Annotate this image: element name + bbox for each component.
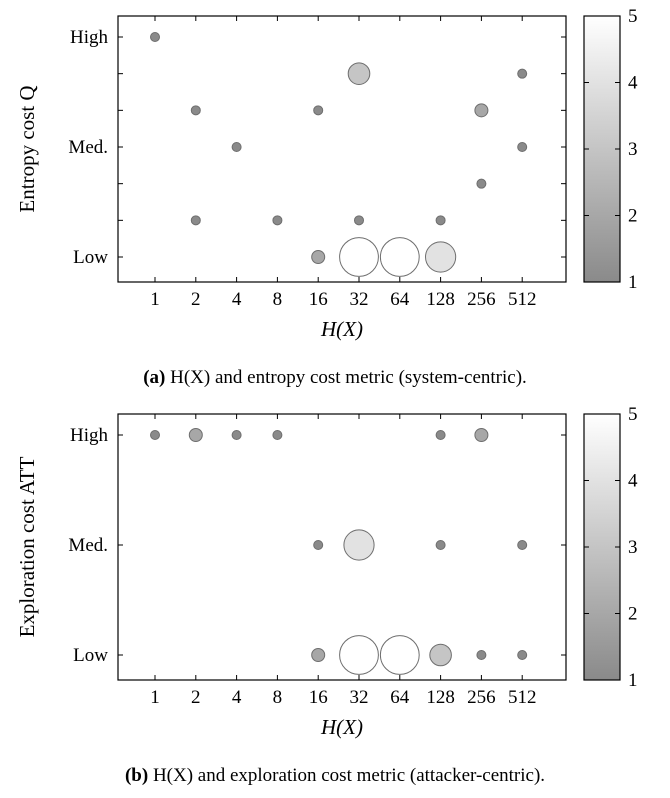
chart-a: 1 2 4 8 16 32 64 128 256 512LowMed.HighH(X)Entrop… bbox=[15, 6, 638, 388]
data-point bbox=[339, 237, 379, 277]
caption-tag: (b) bbox=[125, 765, 153, 786]
data-point bbox=[435, 540, 446, 550]
data-point bbox=[343, 529, 375, 561]
data-point bbox=[379, 237, 420, 277]
caption-tag: (a) bbox=[143, 367, 170, 388]
data-point bbox=[272, 215, 283, 226]
x-tick-label: 8 bbox=[273, 289, 283, 310]
colorbar bbox=[583, 413, 621, 681]
data-point bbox=[354, 215, 364, 226]
colorbar bbox=[583, 15, 621, 283]
data-point bbox=[347, 62, 371, 85]
figure-panel-a: 1 2 4 8 16 32 64 128 256 512 Low Med. High H(X) Entrop… bbox=[0, 0, 670, 392]
y-axis-label: Entropy cost Q bbox=[15, 85, 39, 212]
y-tick-label: Low bbox=[73, 247, 108, 268]
y-tick-label: Low bbox=[73, 645, 108, 666]
x-tick-label: 512 bbox=[508, 289, 537, 310]
data-point bbox=[150, 430, 160, 440]
x-tick-label: 32 bbox=[350, 289, 369, 310]
colorbar-tick-label: 5 bbox=[628, 404, 638, 425]
x-tick-label: 256 bbox=[467, 687, 496, 708]
y-tick-label: Med. bbox=[68, 137, 108, 158]
data-point bbox=[272, 430, 283, 440]
data-point bbox=[517, 540, 528, 550]
data-point bbox=[435, 430, 446, 440]
x-tick-label: 512 bbox=[508, 687, 537, 708]
y-axis-label: Exploration cost ATT bbox=[15, 456, 39, 637]
x-tick-label: 64 bbox=[390, 289, 410, 310]
data-point bbox=[476, 178, 487, 189]
data-point bbox=[313, 105, 324, 116]
colorbar-tick-label: 1 bbox=[628, 670, 638, 691]
x-tick-label: 1 bbox=[150, 289, 160, 310]
x-tick-label: 2 bbox=[191, 687, 201, 708]
data-point bbox=[517, 68, 528, 79]
colorbar-tick-label: 4 bbox=[628, 471, 638, 492]
data-point bbox=[231, 142, 242, 152]
data-point bbox=[190, 105, 201, 116]
x-tick-label: 64 bbox=[390, 687, 410, 708]
data-point bbox=[311, 250, 326, 264]
data-point bbox=[313, 540, 324, 550]
figure-panel-b: 1 2 4 8 16 32 64 128 256 512 Low Med. High H(X) Explor… bbox=[0, 398, 670, 790]
colorbar-tick-label: 1 bbox=[628, 272, 638, 293]
figure-caption: (b) H(X) and exploration cost metric (at… bbox=[125, 765, 545, 786]
data-point bbox=[425, 241, 457, 273]
data-point bbox=[231, 430, 242, 440]
caption-text: H(X) and entropy cost metric (system-cen… bbox=[170, 367, 527, 388]
data-point bbox=[474, 103, 489, 118]
colorbar-tick-label: 3 bbox=[628, 139, 638, 160]
data-point bbox=[311, 648, 326, 662]
x-tick-label: 4 bbox=[232, 687, 242, 708]
plot-frame bbox=[117, 15, 567, 283]
colorbar-tick-label: 5 bbox=[628, 6, 638, 27]
figure-caption: (a) H(X) and entropy cost metric (system… bbox=[143, 367, 527, 388]
x-tick-label: 128 bbox=[426, 687, 455, 708]
data-point bbox=[435, 215, 446, 226]
data-point bbox=[339, 635, 379, 675]
x-tick-label: 256 bbox=[467, 289, 496, 310]
caption-text: H(X) and exploration cost metric (attack… bbox=[153, 765, 545, 786]
y-tick-label: Med. bbox=[68, 535, 108, 556]
x-tick-label: 4 bbox=[232, 289, 242, 310]
data-point bbox=[190, 215, 201, 226]
data-point bbox=[517, 142, 528, 152]
plot-frame bbox=[117, 413, 567, 681]
x-axis-label: H(X) bbox=[320, 317, 363, 341]
colorbar-tick-label: 4 bbox=[628, 73, 638, 94]
x-tick-label: 2 bbox=[191, 289, 201, 310]
data-point bbox=[474, 428, 489, 442]
data-point bbox=[379, 635, 420, 675]
data-point bbox=[429, 643, 452, 667]
x-tick-label: 8 bbox=[273, 687, 283, 708]
colorbar-tick-label: 3 bbox=[628, 537, 638, 558]
y-tick-label: High bbox=[70, 27, 109, 48]
x-axis-label: H(X) bbox=[320, 715, 363, 739]
data-point bbox=[476, 650, 487, 660]
data-point bbox=[517, 650, 528, 660]
colorbar-tick-label: 2 bbox=[628, 206, 638, 227]
x-tick-label: 32 bbox=[350, 687, 369, 708]
y-tick-label: High bbox=[70, 425, 109, 446]
x-tick-label: 16 bbox=[309, 687, 328, 708]
colorbar-tick-label: 2 bbox=[628, 604, 638, 625]
data-point bbox=[188, 428, 203, 442]
chart-b: 1 2 4 8 16 32 64 128 256 512LowMed.HighH(X)Explor… bbox=[15, 404, 638, 786]
x-tick-label: 16 bbox=[309, 289, 328, 310]
x-tick-label: 128 bbox=[426, 289, 455, 310]
data-point bbox=[150, 32, 160, 42]
x-tick-label: 1 bbox=[150, 687, 160, 708]
